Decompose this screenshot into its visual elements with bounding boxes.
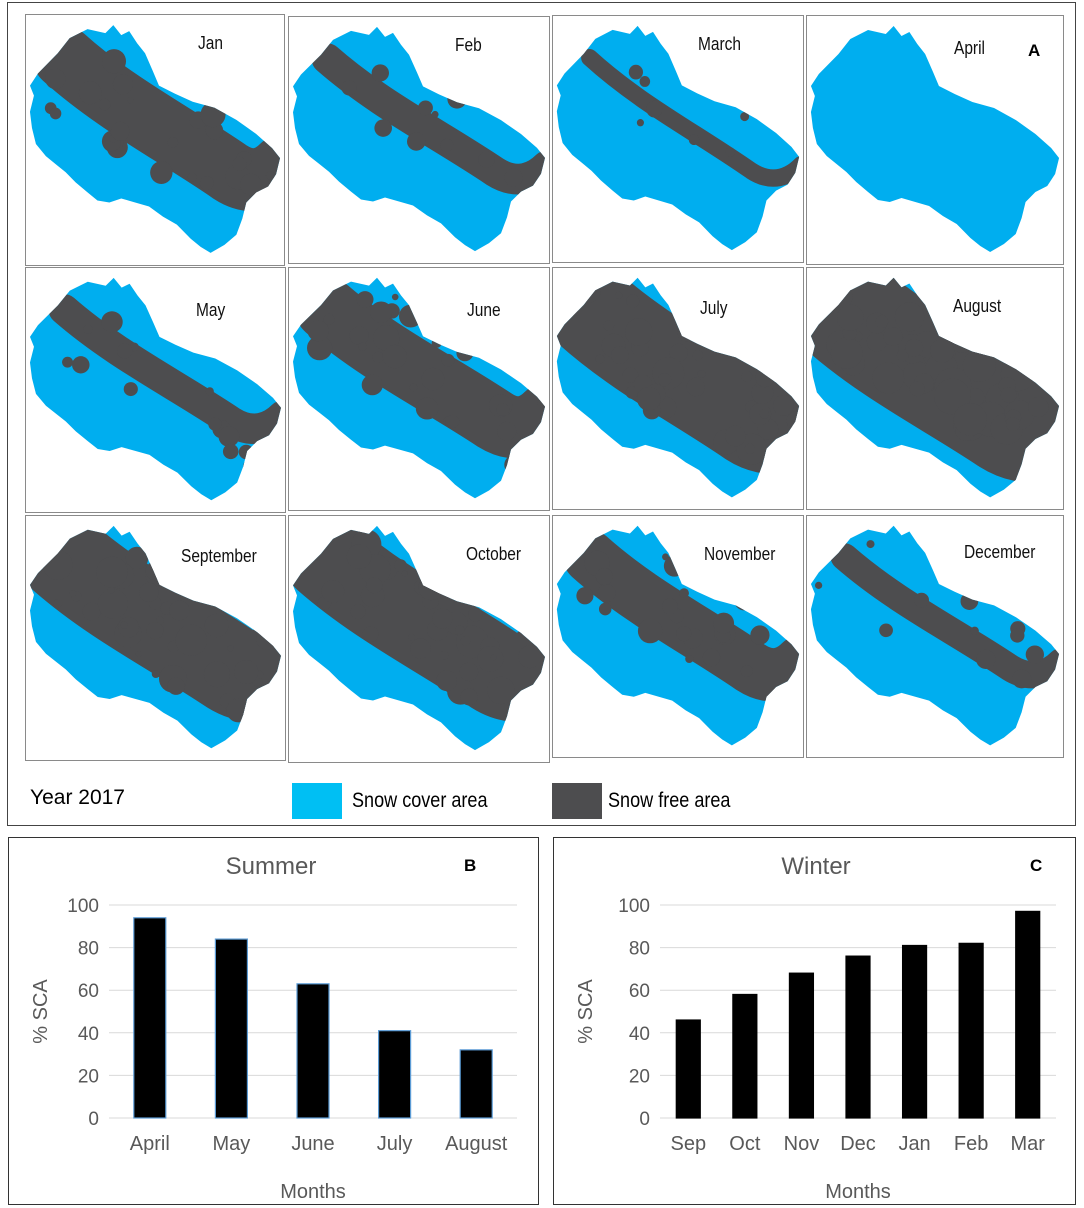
y-axis-label: % SCA — [575, 979, 597, 1044]
snow-free-region — [810, 277, 1060, 483]
map-month-label: April — [954, 38, 985, 58]
legend-swatch-snow-free — [552, 783, 602, 819]
panel-letter: C — [1030, 856, 1042, 875]
map-month-label: August — [953, 296, 1002, 316]
map-tile-july: July — [552, 267, 804, 510]
year-label: Year 2017 — [30, 786, 125, 809]
bar-mar — [1015, 910, 1041, 1119]
legend-label-snow-cover: Snow cover area — [352, 789, 488, 812]
x-tick-label: Dec — [840, 1133, 876, 1155]
summer-bar-chart: 0 20 40 60 80 100 April May June July August Summer… — [30, 853, 517, 1203]
y-tick-label: 60 — [629, 981, 650, 1002]
y-tick-label: 100 — [67, 896, 99, 917]
map-month-label: October — [466, 544, 522, 564]
bar-jan — [901, 944, 928, 1119]
panel-letter: B — [464, 856, 476, 875]
y-tick-label: 0 — [88, 1109, 99, 1130]
map-tile-december: December — [806, 515, 1064, 758]
bar-july — [378, 1030, 412, 1119]
watershed-map — [293, 26, 545, 252]
x-tick-label: Jan — [898, 1133, 930, 1155]
map-tile-october: October — [288, 515, 550, 763]
map-month-label: March — [698, 34, 742, 54]
map-tile-june: June — [288, 267, 550, 511]
watershed-map — [556, 277, 800, 498]
y-tick-label: 20 — [629, 1066, 650, 1087]
bar-may — [214, 938, 248, 1119]
map-tile-feb: Feb — [288, 16, 550, 264]
y-tick-label: 40 — [78, 1024, 99, 1045]
watershed-map — [810, 277, 1060, 498]
map-tile-march: March — [552, 15, 804, 263]
x-tick-label: July — [377, 1133, 413, 1155]
x-tick-label: Oct — [729, 1133, 761, 1155]
watershed-map — [556, 525, 800, 746]
watershed-map — [29, 277, 282, 501]
map-month-label: May — [196, 300, 226, 320]
bar-june — [296, 983, 330, 1119]
snow-free-region — [32, 25, 281, 212]
map-month-label: September — [181, 546, 257, 566]
watershed-map — [810, 525, 1060, 746]
bar-april — [133, 917, 167, 1119]
map-month-label: November — [704, 544, 776, 564]
x-tick-label: August — [445, 1133, 508, 1155]
x-tick-label: June — [291, 1133, 334, 1155]
x-axis-label: Months — [280, 1181, 346, 1203]
legend-label-snow-free: Snow free area — [608, 789, 731, 812]
map-month-label: December — [964, 542, 1036, 562]
watershed-map — [29, 25, 281, 253]
bar-oct — [732, 993, 758, 1119]
summer-chart-panel: 0 20 40 60 80 100 April May June July August Summer… — [8, 837, 539, 1205]
snow-free-region — [556, 528, 800, 707]
watershed-map — [556, 25, 800, 251]
map-tile-jan: Jan — [25, 14, 285, 266]
y-tick-label: 100 — [618, 896, 650, 917]
bar-feb — [958, 942, 984, 1119]
snow-cover-map-panel: Jan Feb March April May June July August Septemb… — [7, 2, 1076, 826]
map-tile-august: August — [806, 267, 1064, 510]
bar-nov — [788, 972, 815, 1119]
watershed-map — [29, 525, 282, 749]
x-tick-label: Mar — [1010, 1133, 1045, 1155]
chart-title: Winter — [781, 853, 850, 880]
x-tick-label: April — [130, 1133, 170, 1155]
x-tick-label: Nov — [784, 1133, 820, 1155]
winter-bar-chart: 0 20 40 60 80 100 Sep Oct Nov Dec Jan Feb Mar Winter C… — [575, 853, 1056, 1203]
bar-dec — [845, 955, 871, 1119]
winter-chart-panel: 0 20 40 60 80 100 Sep Oct Nov Dec Jan Feb Mar Winter C… — [553, 837, 1076, 1205]
x-tick-label: Sep — [670, 1133, 706, 1155]
map-month-label: July — [700, 298, 728, 318]
panel-letter-a: A — [1028, 41, 1041, 60]
x-tick-label: Feb — [954, 1133, 988, 1155]
map-month-label: Jan — [198, 33, 223, 53]
bar-august — [459, 1049, 493, 1119]
y-tick-label: 80 — [78, 939, 99, 960]
y-tick-label: 60 — [78, 981, 99, 1002]
watershed-map — [810, 26, 1060, 252]
bar-sep — [675, 1019, 701, 1119]
map-tile-april: April — [806, 15, 1064, 265]
y-tick-label: 20 — [78, 1066, 99, 1087]
map-tile-may: May — [25, 267, 286, 513]
watershed-map — [293, 277, 545, 499]
chart-title: Summer — [226, 853, 317, 880]
y-tick-label: 0 — [639, 1109, 650, 1130]
snow-cover-region — [810, 26, 1060, 252]
y-tick-label: 80 — [629, 939, 650, 960]
x-tick-label: May — [213, 1133, 251, 1155]
y-tick-label: 40 — [629, 1024, 650, 1045]
map-tile-november: November — [552, 515, 804, 758]
legend-swatch-snow-cover — [292, 783, 342, 819]
map-month-label: Feb — [455, 35, 482, 55]
y-axis-label: % SCA — [30, 979, 52, 1044]
x-axis-label: Months — [825, 1181, 891, 1203]
watershed-map — [293, 525, 545, 751]
map-month-label: June — [467, 300, 501, 320]
map-tile-september: September — [25, 515, 286, 761]
